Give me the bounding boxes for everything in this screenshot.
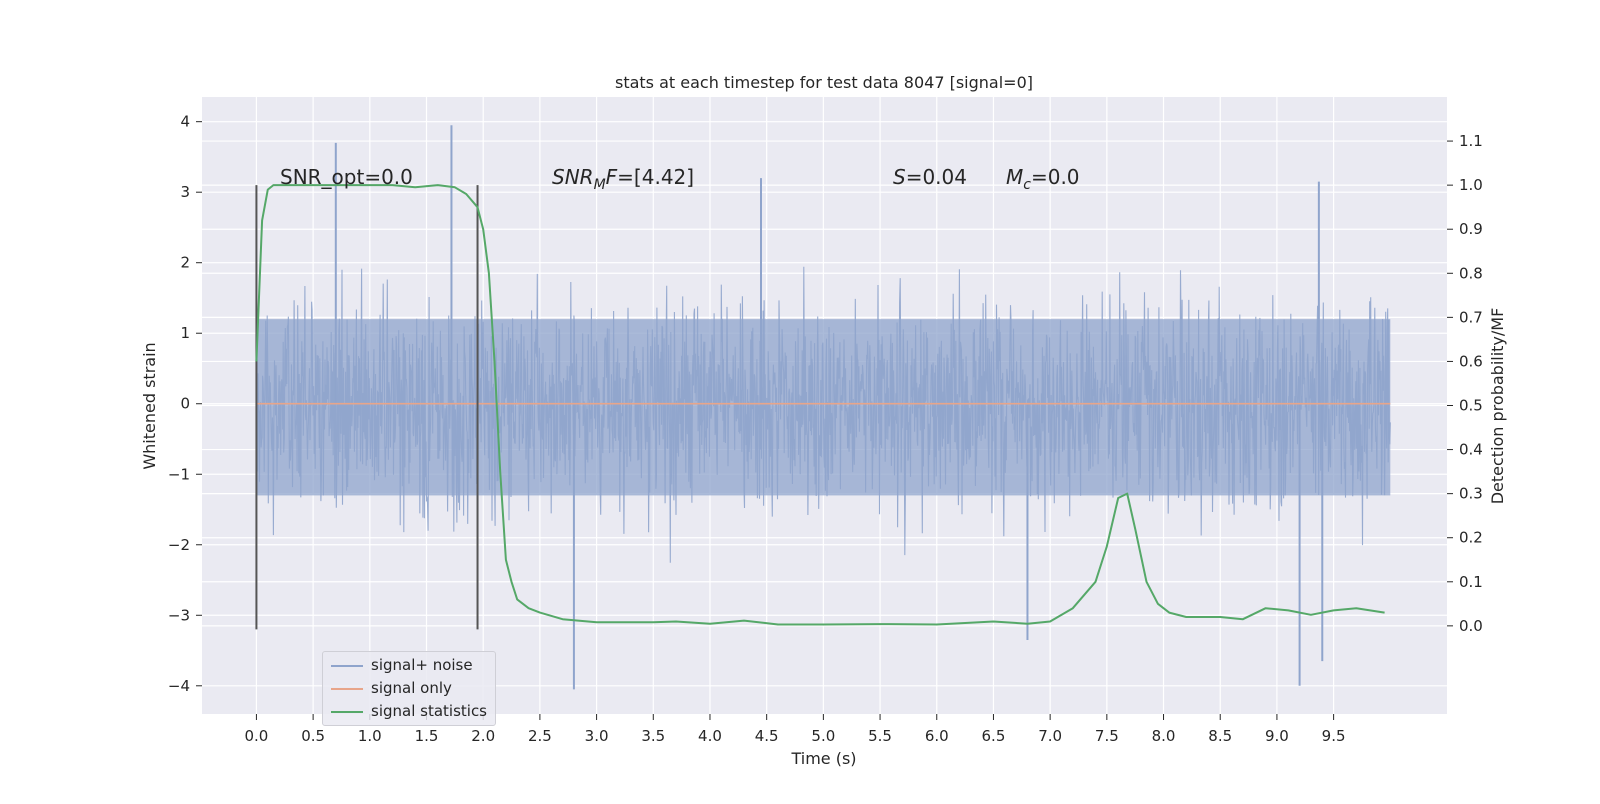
x-tick-label: 6.5: [982, 727, 1006, 745]
x-tick-label: 4.5: [755, 727, 779, 745]
y2-tick-label: 1.1: [1459, 132, 1483, 150]
x-tick-label: 6.0: [925, 727, 949, 745]
mc-annotation: Mc=0.0: [1006, 165, 1080, 193]
x-tick-label: 8.0: [1152, 727, 1176, 745]
signal-noise-core: [256, 319, 1391, 496]
y-tick-label: 4: [180, 113, 190, 131]
s-symbol: S: [893, 165, 906, 189]
mc-subscript: c: [1023, 177, 1031, 193]
legend-label-signal-noise: signal+ noise: [371, 656, 473, 674]
axis-ticks: 0.0 0.5 1.0 1.5 2.0 2.5 3.0 3.5 4.0 4.5 5.0 5.5 6.0 6…: [168, 113, 1483, 745]
snr-mf-subscript: M: [594, 177, 606, 193]
y2-tick-label: 0.4: [1459, 441, 1483, 459]
snr-mf-symbol-2: F: [606, 165, 618, 189]
y-tick-label: 0: [180, 395, 190, 413]
s-value: =0.04: [906, 165, 967, 189]
x-tick-label: 8.5: [1208, 727, 1232, 745]
legend-swatch-signal-statistics: [331, 711, 363, 713]
y2-tick-label: 1.0: [1459, 176, 1483, 194]
y-tick-label: −4: [168, 677, 190, 695]
x-tick-label: 2.5: [528, 727, 552, 745]
x-tick-label: 3.5: [641, 727, 665, 745]
legend-item-signal-noise: signal+ noise: [323, 655, 495, 677]
y-tick-label: 1: [180, 324, 190, 342]
legend-label-signal-statistics: signal statistics: [371, 702, 488, 720]
x-tick-label: 1.5: [415, 727, 439, 745]
y-tick-label: −1: [168, 465, 190, 483]
y2-tick-label: 0.6: [1459, 352, 1483, 370]
y2-tick-label: 0.1: [1459, 573, 1483, 591]
x-tick-label: 9.5: [1322, 727, 1346, 745]
y-tick-label: −3: [168, 606, 190, 624]
mc-value: =0.0: [1031, 165, 1080, 189]
y2-tick-label: 0.7: [1459, 308, 1483, 326]
y-tick-label: 2: [180, 254, 190, 272]
x-tick-label: 5.0: [811, 727, 835, 745]
y2-tick-label: 0.3: [1459, 485, 1483, 503]
x-tick-label: 4.0: [698, 727, 722, 745]
mc-symbol: M: [1006, 165, 1023, 189]
snr-mf-value: =[4.42]: [617, 165, 694, 189]
legend-swatch-signal-noise: [331, 665, 363, 667]
signal-noise-series: [255, 125, 1391, 690]
legend: signal+ noise signal only signal statist…: [322, 651, 496, 726]
x-tick-label: 1.0: [358, 727, 382, 745]
signal-statistics-line: [255, 184, 1385, 626]
y-tick-label: −2: [168, 536, 190, 554]
snr-mf-annotation: SNRMF=[4.42]: [552, 165, 694, 193]
x-tick-label: 0.5: [301, 727, 325, 745]
chart-marks: [255, 184, 1391, 630]
x-tick-label: 5.5: [868, 727, 892, 745]
y-tick-label: 3: [180, 183, 190, 201]
x-tick-label: 2.0: [471, 727, 495, 745]
legend-swatch-signal-only: [331, 688, 363, 690]
x-tick-label: 9.0: [1265, 727, 1289, 745]
snr-mf-symbol: SNR: [552, 165, 594, 189]
y2-tick-label: 0.2: [1459, 529, 1483, 547]
y2-tick-label: 0.9: [1459, 220, 1483, 238]
y2-tick-label: 0.0: [1459, 617, 1483, 635]
legend-label-signal-only: signal only: [371, 679, 452, 697]
x-axis-label: Time (s): [790, 749, 856, 768]
y2-axis-label: Detection probability/MF: [1488, 308, 1507, 505]
y2-tick-label: 0.8: [1459, 264, 1483, 282]
s-annotation: S=0.04: [893, 165, 967, 189]
x-tick-label: 3.0: [585, 727, 609, 745]
legend-item-signal-only: signal only: [323, 678, 495, 700]
snr-opt-annotation: SNR_opt=0.0: [280, 165, 413, 189]
x-tick-label: 7.0: [1038, 727, 1062, 745]
legend-item-signal-statistics: signal statistics: [323, 701, 495, 723]
x-tick-label: 7.5: [1095, 727, 1119, 745]
chart-title: stats at each timestep for test data 804…: [615, 73, 1033, 92]
y-axis-label: Whitened strain: [140, 342, 159, 469]
y2-tick-label: 0.5: [1459, 397, 1483, 415]
x-tick-label: 0.0: [244, 727, 268, 745]
